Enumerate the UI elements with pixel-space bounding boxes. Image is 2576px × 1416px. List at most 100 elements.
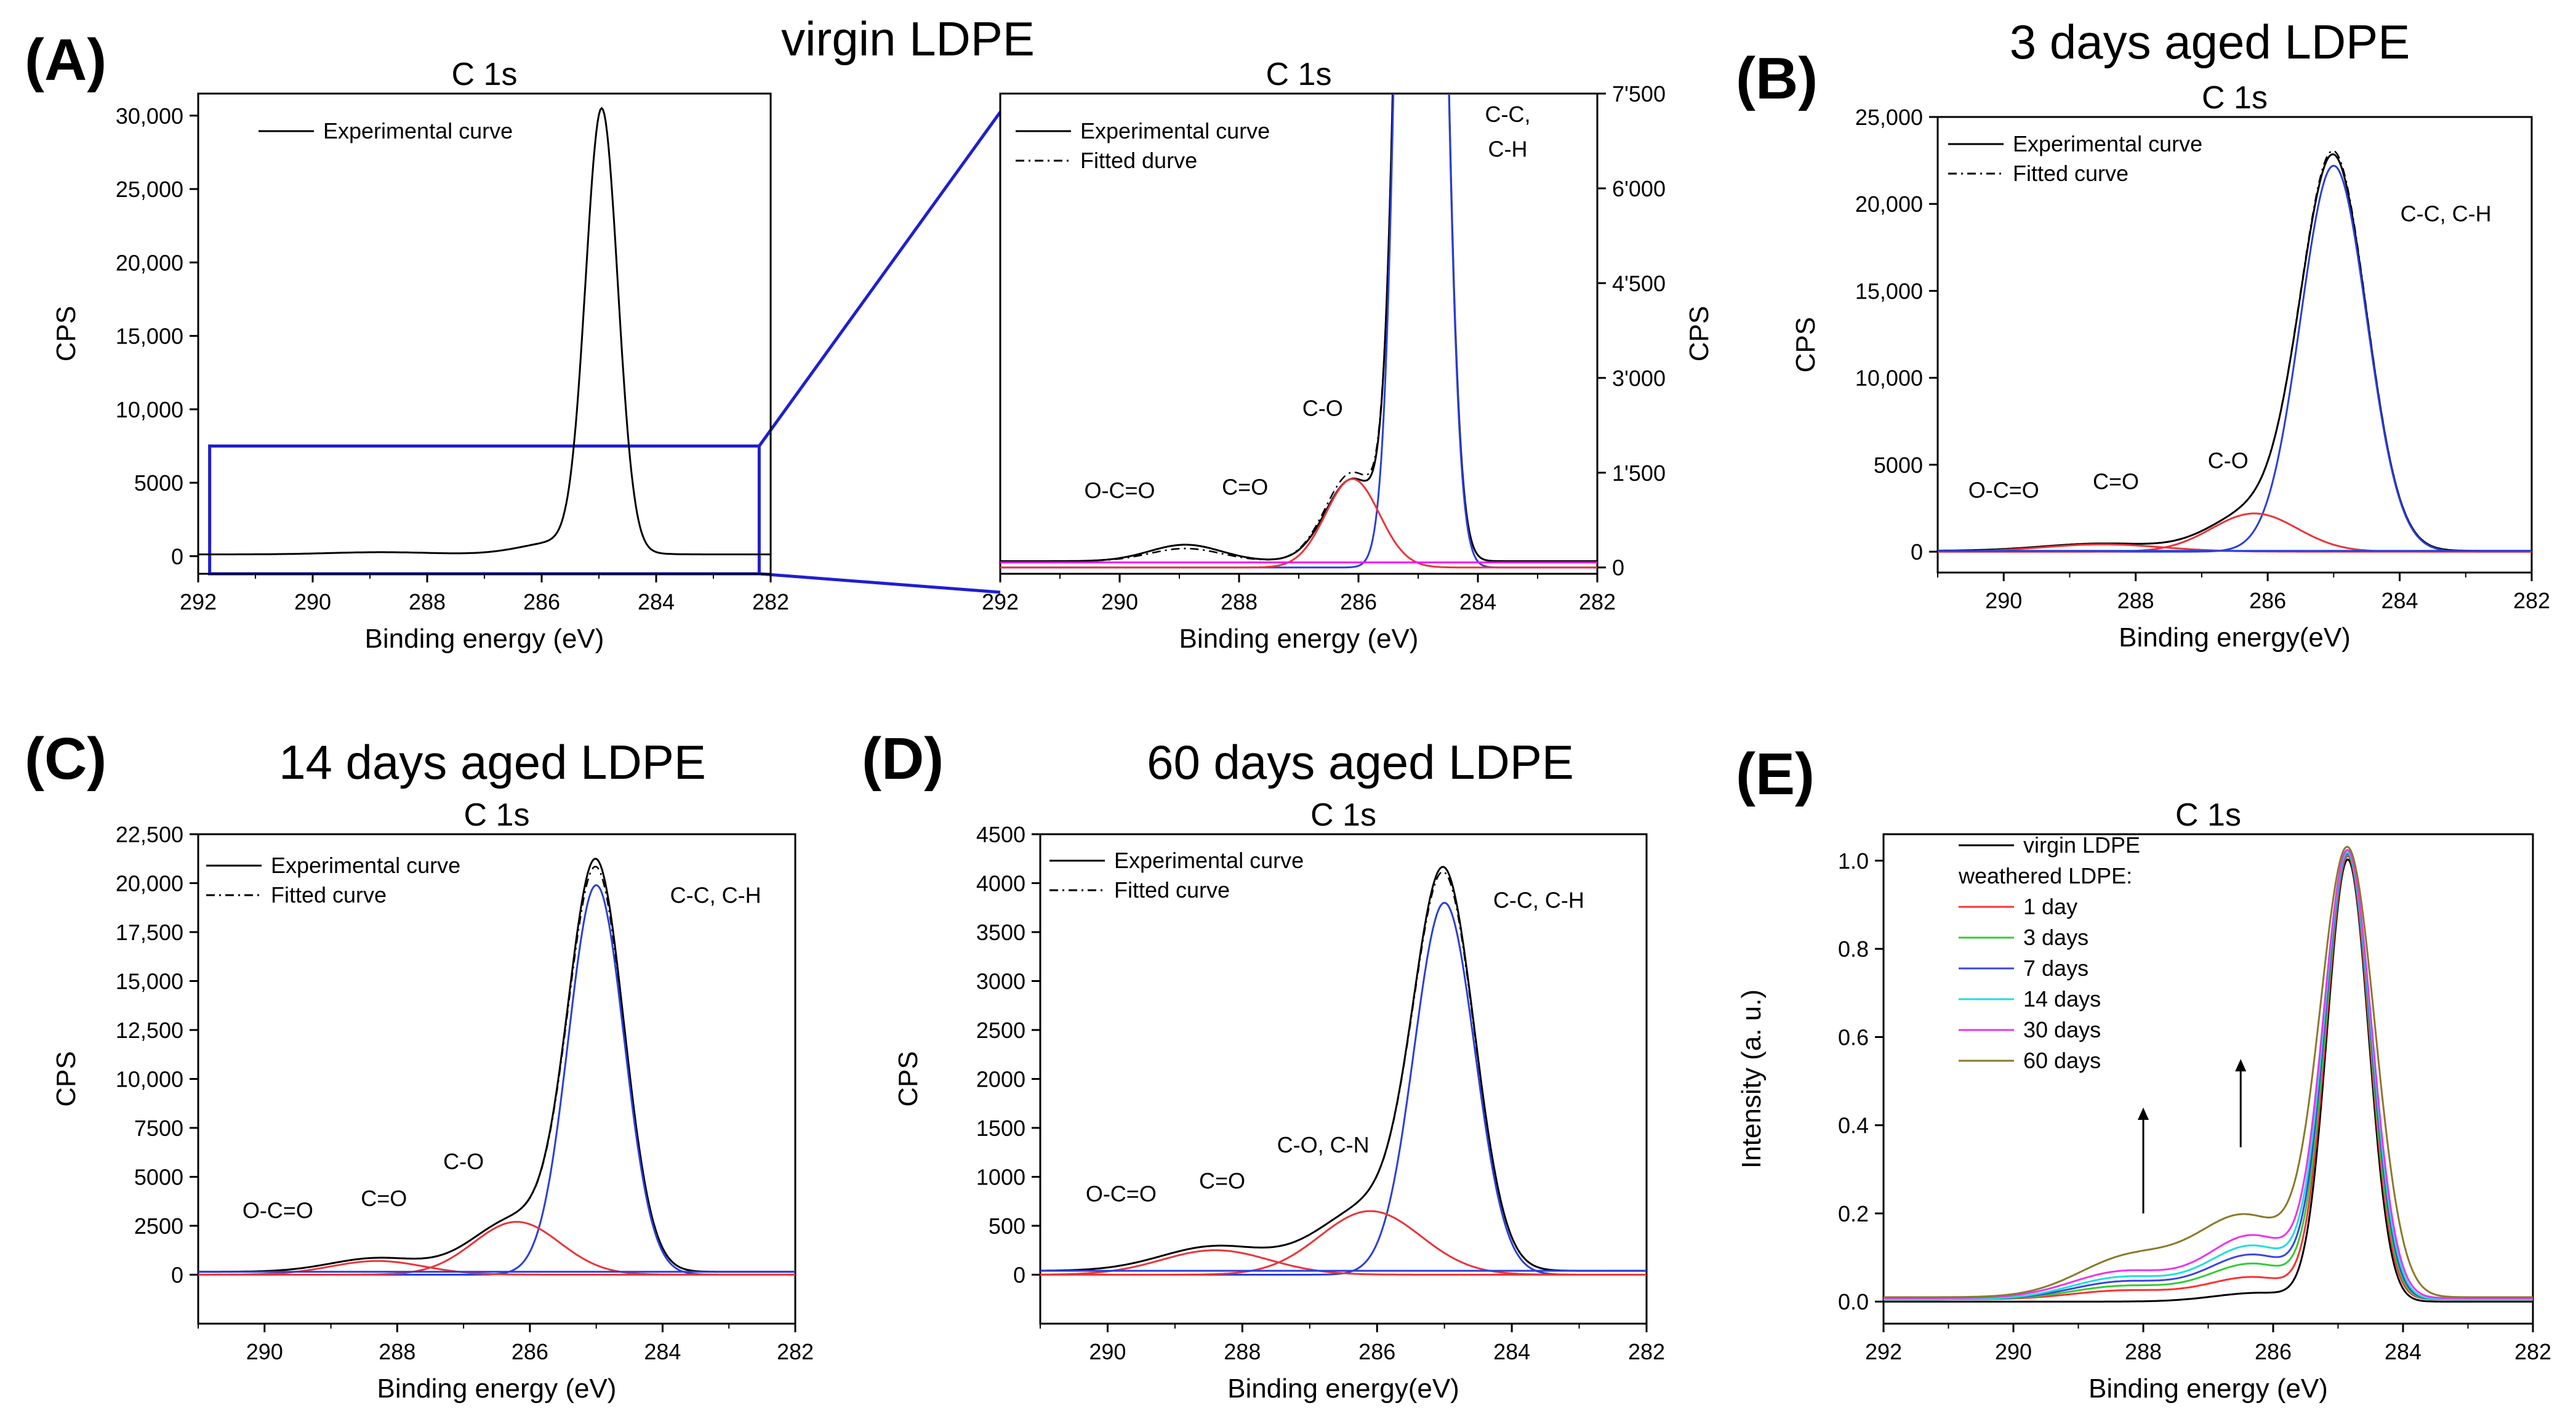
chart-d: C 1s 290 288 286 284 282 Binding energy(eV) 0 50… <box>893 797 1665 1404</box>
y-axis-label: CPS <box>51 1051 81 1106</box>
series-line-14-days <box>1884 851 2533 1301</box>
legend-entry: 3 days <box>2023 925 2088 950</box>
legend-entry: Experimental curve <box>323 118 513 143</box>
y-tick-label-0: 0 <box>171 1263 183 1288</box>
y-tick-label-15000: 15,000 <box>116 324 183 349</box>
x-tick-label-288: 288 <box>1221 589 1258 614</box>
x-tick-label-288: 288 <box>2125 1339 2162 1364</box>
legend-entry: virgin LDPE <box>2023 832 2140 858</box>
peak-annotation: C-H <box>1488 137 1528 162</box>
y-tick-label-0-4: 0.4 <box>1838 1113 1869 1138</box>
chart-title: C 1s <box>464 797 530 833</box>
peak-annotation: C-O, C-N <box>1277 1132 1370 1157</box>
panel-letter-a: (A) <box>25 27 106 93</box>
y-tick-label-10000: 10,000 <box>1855 366 1923 391</box>
panel-heading-a: virgin LDPE <box>781 12 1035 66</box>
y-tick-label-0: 0 <box>1013 1263 1025 1288</box>
legend-entry: Fitted curve <box>2013 161 2129 186</box>
legend-entry: Fitted curve <box>1114 877 1230 903</box>
y-tick-label-20000: 20,000 <box>116 871 183 896</box>
y-tick-label-0-6: 0.6 <box>1838 1024 1869 1050</box>
y-tick-label-1500: 1'500 <box>1612 461 1666 486</box>
peak-annotation: C=O <box>2093 469 2139 494</box>
legend-entry: 7 days <box>2023 955 2088 981</box>
y-tick-label-5000: 5000 <box>134 1165 183 1190</box>
x-axis-label: Binding energy (eV) <box>365 624 604 654</box>
chart-title: C 1s <box>1266 57 1332 92</box>
y-axis-label: CPS <box>1791 317 1821 372</box>
x-tick-label-282: 282 <box>1579 589 1616 614</box>
y-tick-label-2000: 2000 <box>976 1067 1025 1092</box>
y-tick-label-3000: 3'000 <box>1612 366 1666 391</box>
zoom-connector-bottom <box>759 572 1001 594</box>
x-tick-label-284: 284 <box>2381 588 2418 613</box>
panel-letter-c: (C) <box>25 726 106 792</box>
zoom-indicator <box>208 111 1002 594</box>
panel-letter-e: (E) <box>1736 741 1815 807</box>
legend-entry: weathered LDPE: <box>1958 863 2132 888</box>
y-tick-label-2500: 2500 <box>976 1018 1025 1043</box>
series-line-fitted-durve <box>1000 94 1597 562</box>
y-tick-label-0-8: 0.8 <box>1838 936 1869 962</box>
series-line-fitted-curve <box>1040 871 1647 1272</box>
y-tick-label-0: 0 <box>171 544 183 569</box>
peak-annotation: C-C, C-H <box>670 882 761 907</box>
legend-entry: 60 days <box>2023 1048 2101 1073</box>
y-tick-label-4000: 4000 <box>976 871 1025 896</box>
x-axis-label: Binding energy (eV) <box>1179 624 1419 654</box>
x-tick-label-286: 286 <box>1340 589 1377 614</box>
y-tick-label-25000: 25,000 <box>116 177 183 202</box>
trend-arrowhead <box>2235 1059 2247 1072</box>
chart-title: C 1s <box>2175 797 2241 833</box>
x-axis-label: Binding energy(eV) <box>2119 622 2351 653</box>
x-tick-label-288: 288 <box>1224 1339 1261 1364</box>
peak-annotation: C-C, <box>1485 102 1531 127</box>
y-tick-label-25000: 25,000 <box>1855 105 1923 130</box>
y-tick-label-0-2: 0.2 <box>1838 1201 1869 1226</box>
x-tick-label-290: 290 <box>1995 1339 2032 1364</box>
x-tick-label-286: 286 <box>512 1339 548 1364</box>
x-tick-label-282: 282 <box>2514 1339 2551 1364</box>
series-line-fitted-curve <box>198 866 795 1273</box>
series-line-c-o-peak <box>1000 478 1597 569</box>
x-axis-label: Binding energy(eV) <box>1227 1374 1459 1404</box>
legend-entry: Fitted durve <box>1080 148 1197 173</box>
y-tick-label-10000: 10,000 <box>116 397 183 422</box>
chart-e: C 1s 292 290 288 286 284 282 Binding energy (eV… <box>1736 797 2551 1404</box>
series-line-7-days <box>1884 852 2533 1301</box>
chart-c: C 1s 290 288 286 284 282 Binding energy (eV) 0 2… <box>51 797 814 1404</box>
panel-letter-d: (D) <box>862 726 944 792</box>
y-tick-label-5000: 5000 <box>134 470 183 496</box>
peak-annotation: C-O <box>443 1149 484 1174</box>
y-tick-label-20000: 20,000 <box>116 250 183 275</box>
series-line-virgin-ldpe <box>1884 858 2533 1303</box>
x-tick-label-284: 284 <box>1459 589 1496 614</box>
y-tick-label-1500: 1500 <box>976 1116 1025 1141</box>
y-axis-label: CPS <box>1684 306 1714 361</box>
peak-annotation: O-C=O <box>1968 478 2039 503</box>
y-tick-label-5000: 5000 <box>1874 453 1923 478</box>
x-tick-label-286: 286 <box>1358 1339 1395 1364</box>
zoom-connector-top <box>758 111 1002 447</box>
series-line-c-o-peak <box>198 1221 795 1276</box>
chart-a1: C 1s 292 290 288 286 284 282 Binding energy (eV… <box>51 57 789 654</box>
series-line-1-day <box>1884 855 2533 1301</box>
peak-annotation: O-C=O <box>1086 1181 1157 1206</box>
x-tick-label-290: 290 <box>1985 588 2022 613</box>
legend-entry: 1 day <box>2023 894 2077 919</box>
x-tick-label-288: 288 <box>379 1339 415 1364</box>
legend-entry: Fitted curve <box>271 882 387 907</box>
x-tick-label-282: 282 <box>1628 1339 1665 1364</box>
x-tick-label-284: 284 <box>2385 1339 2422 1364</box>
y-tick-label-12500: 12,500 <box>116 1018 183 1043</box>
x-tick-label-290: 290 <box>294 589 331 614</box>
chart-b: C 1s 290 288 286 284 282 Binding energy(eV) 0 50… <box>1791 80 2550 653</box>
plot-frame <box>197 92 772 575</box>
x-tick-label-290: 290 <box>246 1339 283 1364</box>
peak-annotation: C-C, C-H <box>2401 201 2492 226</box>
legend-entry: 14 days <box>2023 986 2101 1012</box>
y-tick-label-1: 1.0 <box>1838 848 1869 874</box>
chart-title: C 1s <box>452 57 518 92</box>
legend-entry: Experimental curve <box>1080 118 1270 143</box>
